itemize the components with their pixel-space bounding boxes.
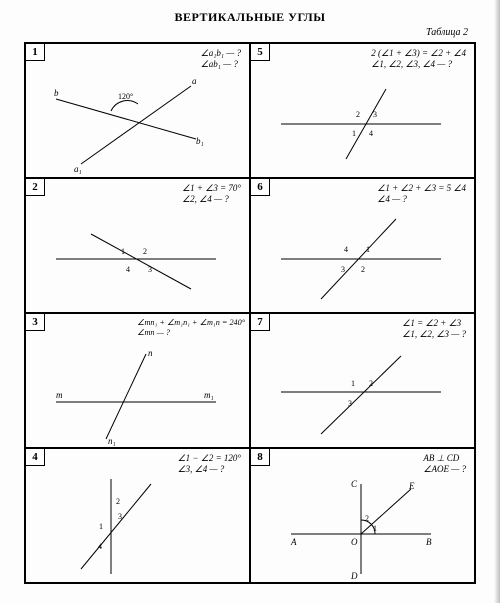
figure-3: m m₁ n n₁ (26, 314, 250, 448)
svg-text:1: 1 (352, 129, 356, 138)
svg-text:4: 4 (369, 129, 373, 138)
svg-text:A: A (290, 537, 297, 547)
svg-text:b: b (54, 88, 59, 98)
cell-4: 4 ∠1 − ∠2 = 120° ∠3, ∠4 — ? 2 3 1 4 (25, 448, 250, 583)
svg-text:2: 2 (116, 497, 120, 506)
svg-text:120°: 120° (118, 92, 133, 101)
svg-text:3: 3 (341, 265, 345, 274)
page-title: ВЕРТИКАЛЬНЫЕ УГЛЫ (24, 10, 476, 25)
cell-5: 5 2 (∠1 + ∠3) = ∠2 + ∠4 ∠1, ∠2, ∠3, ∠4 —… (250, 43, 475, 178)
svg-text:E: E (408, 481, 415, 491)
svg-text:1: 1 (99, 522, 103, 531)
svg-text:1: 1 (366, 245, 370, 254)
svg-text:n₁: n₁ (108, 436, 116, 446)
svg-text:D: D (350, 571, 358, 581)
worksheet-page: ВЕРТИКАЛЬНЫЕ УГЛЫ Таблица 2 1 ∠a₁b₁ — ? … (0, 0, 500, 603)
svg-text:m: m (56, 390, 63, 400)
svg-text:2: 2 (365, 514, 369, 523)
figure-6: 4 1 3 2 (251, 179, 475, 313)
cell-3: 3 ∠mn₁ + ∠m₁n₁ + ∠m₁n = 240° ∠mn — ? m m… (25, 313, 250, 448)
svg-text:2: 2 (143, 247, 147, 256)
svg-text:O: O (351, 537, 358, 547)
figure-7: 1 2 3 (251, 314, 475, 448)
svg-text:2: 2 (361, 265, 365, 274)
svg-text:3: 3 (373, 110, 377, 119)
problem-grid: 1 ∠a₁b₁ — ? ∠ab₁ — ? b a a₁ b₁ 120° 5 (24, 42, 476, 584)
svg-text:a₁: a₁ (74, 164, 82, 174)
cell-7: 7 ∠1 = ∠2 + ∠3 ∠1, ∠2, ∠3 — ? 1 2 3 (250, 313, 475, 448)
scan-shadow (494, 0, 500, 603)
table-number: Таблица 2 (24, 27, 476, 38)
cell-8: 8 AB ⊥ CD ∠AOE — ? A B C D E O 1 (250, 448, 475, 583)
figure-1: b a a₁ b₁ 120° (26, 44, 250, 178)
svg-text:3: 3 (348, 399, 352, 408)
svg-text:3: 3 (148, 265, 152, 274)
svg-text:4: 4 (126, 265, 130, 274)
cell-6: 6 ∠1 + ∠2 + ∠3 = 5 ∠4 ∠4 — ? 4 1 3 2 (250, 178, 475, 313)
cell-1: 1 ∠a₁b₁ — ? ∠ab₁ — ? b a a₁ b₁ 120° (25, 43, 250, 178)
figure-8: A B C D E O 1 2 (251, 449, 475, 583)
svg-text:n: n (148, 348, 153, 358)
svg-text:B: B (426, 537, 432, 547)
cell-2: 2 ∠1 + ∠3 = 70° ∠2, ∠4 — ? 1 2 3 4 (25, 178, 250, 313)
svg-text:3: 3 (118, 512, 122, 521)
svg-text:1: 1 (121, 247, 125, 256)
figure-4: 2 3 1 4 (26, 449, 250, 583)
figure-2: 1 2 3 4 (26, 179, 250, 313)
svg-text:1: 1 (373, 524, 377, 533)
svg-text:4: 4 (98, 542, 102, 551)
svg-text:C: C (351, 479, 358, 489)
svg-text:4: 4 (344, 245, 348, 254)
svg-text:a: a (192, 76, 197, 86)
svg-text:1: 1 (351, 379, 355, 388)
svg-text:2: 2 (356, 110, 360, 119)
svg-text:m₁: m₁ (204, 390, 214, 400)
figure-5: 2 3 1 4 (251, 44, 475, 178)
svg-text:2: 2 (369, 379, 373, 388)
svg-text:b₁: b₁ (196, 136, 204, 146)
